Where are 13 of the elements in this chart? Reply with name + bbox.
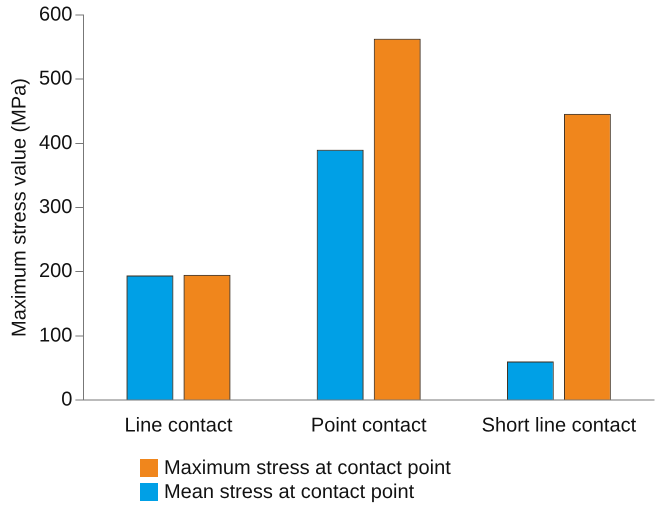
x-tick-label: Point contact bbox=[310, 414, 427, 437]
x-tick-label: Short line contact bbox=[482, 414, 637, 437]
y-tick-label: 100 bbox=[38, 324, 72, 346]
y-tick-label: 600 bbox=[38, 4, 72, 26]
legend-label: Mean stress at contact point bbox=[164, 480, 414, 504]
y-axis-title: Maximum stress value (MPa) bbox=[8, 78, 31, 337]
legend-label: Maximum stress at contact point bbox=[164, 456, 451, 480]
x-tick-label: Line contact bbox=[124, 414, 233, 437]
y-tick-label: 400 bbox=[38, 132, 72, 154]
y-tick-label: 200 bbox=[38, 260, 72, 282]
y-tick-label: 0 bbox=[61, 388, 72, 411]
y-tick-label: 500 bbox=[38, 68, 72, 90]
y-tick-label: 300 bbox=[38, 196, 72, 218]
